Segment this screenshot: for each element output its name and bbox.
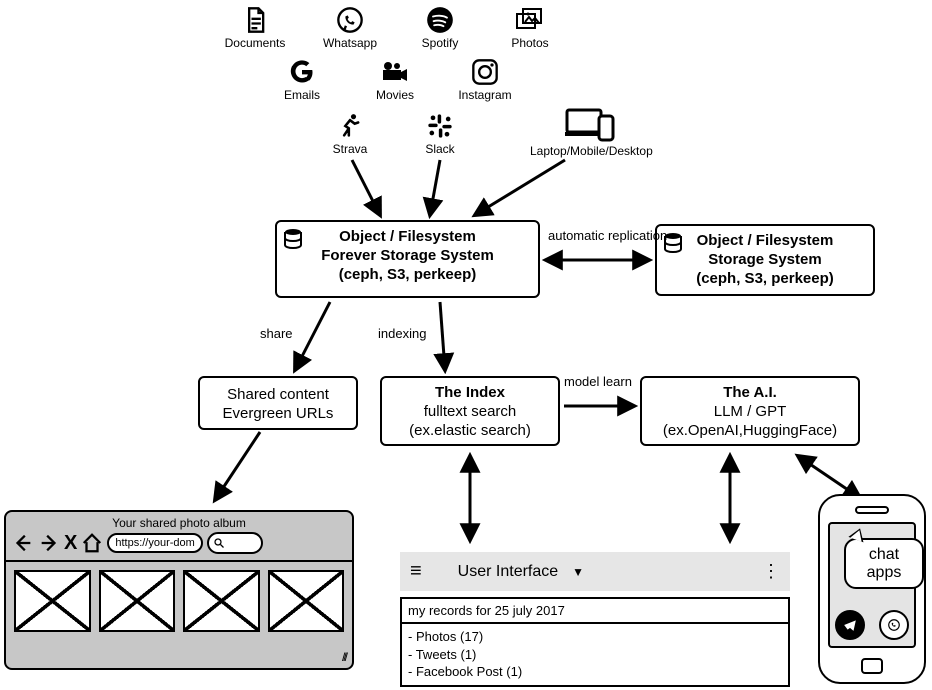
url-field[interactable]: https://your-dom <box>107 533 202 553</box>
source-label: Photos <box>511 36 548 50</box>
node-line: LLM / GPT <box>650 403 850 422</box>
photo-thumb[interactable] <box>268 570 345 632</box>
ui-header-title: User Interface <box>458 563 558 581</box>
chat-bubble-text: chat apps <box>867 546 902 581</box>
spotify-icon <box>426 6 454 34</box>
photo-thumb[interactable] <box>14 570 91 632</box>
node-line: Shared content <box>208 386 348 405</box>
document-icon <box>241 6 269 34</box>
source-movies: Movies <box>355 58 435 102</box>
devices-icon <box>565 106 617 142</box>
source-devices: Laptop/Mobile/Desktop <box>530 106 653 158</box>
instagram-icon <box>471 58 499 86</box>
phone-screen: chat apps <box>828 522 916 648</box>
telegram-icon[interactable] <box>835 610 865 640</box>
phone-mockup: chat apps <box>818 494 926 684</box>
node-ai: The A.I. LLM / GPT (ex.OpenAI,HuggingFac… <box>640 376 860 446</box>
edge-replication-label: automatic replication <box>548 228 667 243</box>
source-label: Spotify <box>422 36 459 50</box>
photo-thumb[interactable] <box>99 570 176 632</box>
source-label: Instagram <box>458 88 511 102</box>
ui-search-input[interactable]: my records for 25 july 2017 <box>400 597 790 624</box>
source-spotify: Spotify <box>400 6 480 50</box>
edge-model-learn-label: model learn <box>564 374 632 389</box>
source-instagram: Instagram <box>445 58 525 102</box>
source-documents: Documents <box>215 6 295 50</box>
photo-thumb[interactable] <box>183 570 260 632</box>
node-line: Object / Filesystem <box>665 232 865 251</box>
kebab-menu-icon[interactable]: ⋮ <box>762 561 780 582</box>
google-g-icon <box>288 58 316 86</box>
node-line: (ex.OpenAI,HuggingFace) <box>650 422 850 441</box>
devices-label: Laptop/Mobile/Desktop <box>530 144 653 158</box>
source-strava: Strava <box>310 112 390 156</box>
source-photos: Photos <box>490 6 570 50</box>
node-forever-storage: Object / Filesystem Forever Storage Syst… <box>275 220 540 298</box>
thumb-row <box>6 570 352 640</box>
edge-indexing-label: indexing <box>378 326 426 341</box>
nav-back-icon[interactable] <box>12 532 34 554</box>
photos-icon <box>516 6 544 34</box>
node-line: Storage System <box>665 251 865 270</box>
source-label: Strava <box>333 142 368 156</box>
browser-mockup: Your shared photo album X https://your-d… <box>4 510 354 670</box>
slack-icon <box>426 112 454 140</box>
camcorder-icon <box>381 58 409 86</box>
magnifier-icon <box>213 537 225 549</box>
ui-header-bar: ≡ User Interface ▼ ⋮ <box>400 552 790 591</box>
node-line: fulltext search <box>390 403 550 422</box>
node-title: The Index <box>390 384 550 403</box>
result-row[interactable]: - Tweets (1) <box>408 646 782 664</box>
browser-title: Your shared photo album <box>6 516 352 530</box>
whatsapp-chat-icon[interactable] <box>879 610 909 640</box>
node-line: Evergreen URLs <box>208 405 348 424</box>
database-icon <box>283 228 303 250</box>
nav-home-icon[interactable] <box>81 532 103 554</box>
source-label: Slack <box>425 142 454 156</box>
result-row[interactable]: - Photos (17) <box>408 628 782 646</box>
source-whatsapp: Whatsapp <box>310 6 390 50</box>
node-line: (ceph, S3, perkeep) <box>665 270 865 289</box>
node-title: The A.I. <box>650 384 850 403</box>
runner-icon <box>336 112 364 140</box>
ui-panel: ≡ User Interface ▼ ⋮ my records for 25 j… <box>400 552 790 687</box>
source-label: Movies <box>376 88 414 102</box>
browser-toolbar: X https://your-dom <box>6 530 352 560</box>
result-row[interactable]: - Facebook Post (1) <box>408 663 782 681</box>
ui-results: - Photos (17) - Tweets (1) - Facebook Po… <box>400 624 790 687</box>
search-pill[interactable] <box>207 532 263 554</box>
chat-bubble: chat apps <box>844 538 924 589</box>
source-label: Whatsapp <box>323 36 377 50</box>
node-line: (ceph, S3, perkeep) <box>285 266 530 285</box>
node-line: Forever Storage System <box>285 247 530 266</box>
edge-share-label: share <box>260 326 293 341</box>
source-label: Documents <box>225 36 286 50</box>
nav-stop-icon[interactable]: X <box>64 533 77 553</box>
node-line: (ex.elastic search) <box>390 422 550 441</box>
source-label: Emails <box>284 88 320 102</box>
hamburger-icon[interactable]: ≡ <box>410 560 422 583</box>
node-index: The Index fulltext search (ex.elastic se… <box>380 376 560 446</box>
source-emails: Emails <box>262 58 342 102</box>
nav-forward-icon[interactable] <box>38 532 60 554</box>
dropdown-caret-icon[interactable]: ▼ <box>572 565 584 579</box>
source-slack: Slack <box>400 112 480 156</box>
node-replica-storage: Object / Filesystem Storage System (ceph… <box>655 224 875 296</box>
resize-grip-icon: /// <box>342 650 346 664</box>
whatsapp-icon <box>336 6 364 34</box>
node-shared-content: Shared content Evergreen URLs <box>198 376 358 430</box>
node-line: Object / Filesystem <box>285 228 530 247</box>
